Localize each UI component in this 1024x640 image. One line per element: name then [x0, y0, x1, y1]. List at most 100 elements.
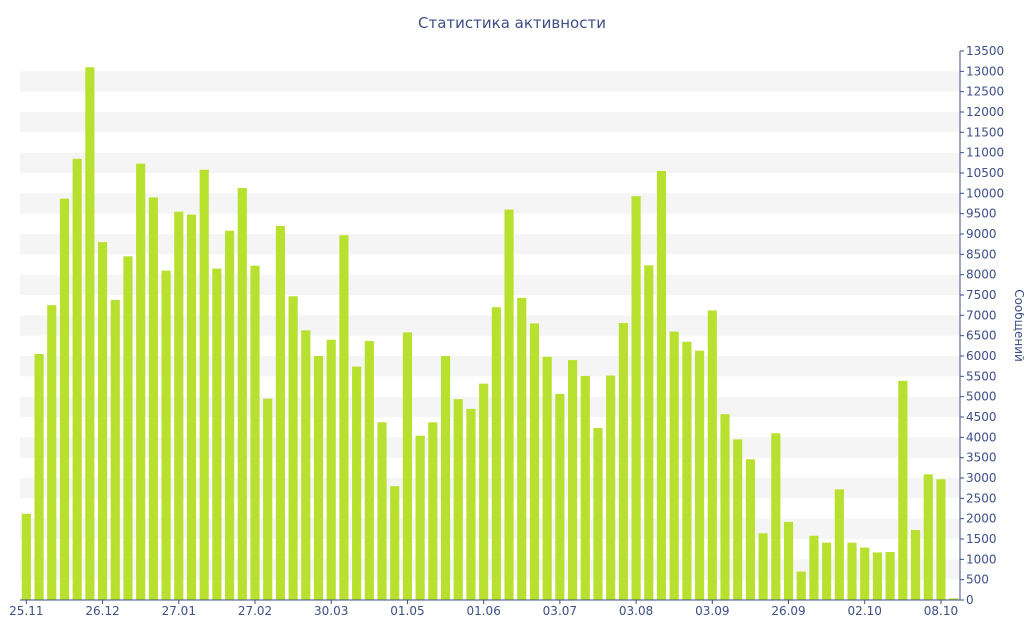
bar [453, 399, 463, 600]
bar [745, 459, 755, 600]
y-tick-label: 1000 [966, 552, 997, 566]
bar [822, 542, 832, 600]
bar [542, 356, 552, 600]
bar [847, 542, 857, 600]
bar [631, 196, 641, 600]
bar [885, 552, 895, 600]
bar [872, 552, 883, 600]
bar [593, 427, 603, 600]
y-tick-label: 2000 [966, 512, 997, 526]
bar [580, 375, 590, 600]
bar [682, 341, 692, 600]
y-tick-label: 8000 [966, 268, 997, 282]
bar [21, 513, 31, 600]
bar [555, 393, 565, 600]
bar [428, 422, 438, 600]
bar [263, 398, 273, 600]
y-tick-label: 12500 [966, 85, 1004, 99]
y-tick-label: 12000 [966, 105, 1004, 119]
bar [174, 211, 184, 600]
bar [34, 353, 44, 600]
bar [364, 340, 374, 600]
y-tick-label: 3500 [966, 451, 997, 465]
y-tick-label: 6000 [966, 349, 997, 363]
bar [758, 533, 768, 600]
bar [949, 598, 959, 600]
bar [199, 169, 209, 600]
bar [186, 214, 197, 601]
grid-band [20, 356, 960, 377]
bar [466, 408, 476, 600]
grid-band [20, 315, 960, 336]
x-tick-label: 01.05 [390, 604, 424, 618]
y-tick-label: 4000 [966, 430, 997, 444]
grid-band [20, 478, 960, 499]
bar [136, 163, 146, 600]
bar [504, 209, 514, 600]
y-tick-label: 13500 [966, 44, 1004, 58]
x-tick-label: 25.11 [9, 604, 43, 618]
bar [352, 366, 362, 600]
bar [720, 414, 730, 600]
x-tick-label: 27.01 [162, 604, 196, 618]
bar [936, 479, 946, 600]
bar [326, 339, 336, 600]
bar [771, 433, 781, 600]
bar [148, 197, 158, 600]
grid-band [20, 112, 960, 133]
y-tick-label: 5500 [966, 369, 997, 383]
grid-band [20, 152, 960, 173]
y-tick-label: 13000 [966, 64, 1004, 78]
bar [910, 530, 921, 600]
bar [161, 270, 171, 600]
bar [339, 235, 349, 600]
grid-band [20, 274, 960, 295]
bar [110, 299, 120, 600]
y-tick-label: 7500 [966, 288, 997, 302]
y-tick-label: 1500 [966, 532, 997, 546]
bar [237, 188, 247, 601]
y-tick-label: 0 [966, 593, 974, 607]
bar [212, 268, 222, 600]
y-tick-label: 7000 [966, 308, 997, 322]
bar [644, 265, 654, 600]
bar [415, 435, 425, 600]
y-tick-label: 5000 [966, 390, 997, 404]
bar [669, 331, 679, 600]
bar [898, 380, 908, 600]
bar [606, 375, 616, 600]
bar [440, 356, 451, 600]
bar [59, 198, 70, 600]
y-tick-label: 10000 [966, 186, 1004, 200]
bar [783, 521, 794, 600]
y-tick-label: 9000 [966, 227, 997, 241]
bar [809, 535, 819, 600]
bar [275, 225, 285, 600]
bar [923, 474, 933, 600]
bar [695, 350, 705, 600]
grid-band [20, 71, 960, 92]
grid-band [20, 559, 960, 580]
x-tick-label: 08.10 [924, 604, 958, 618]
grid-band [20, 518, 960, 539]
x-tick-label: 26.09 [771, 604, 805, 618]
bar [796, 571, 806, 600]
grid-band [20, 234, 960, 255]
bar [72, 158, 82, 600]
x-tick-label: 27.02 [238, 604, 272, 618]
bar [288, 296, 298, 600]
bar [390, 486, 400, 600]
x-tick-label: 03.08 [619, 604, 653, 618]
bar [225, 230, 235, 600]
y-axis-title: Сообщений [1012, 289, 1024, 362]
grid-band [20, 193, 960, 214]
y-tick-label: 500 [966, 573, 989, 587]
chart-title: Статистика активности [418, 14, 606, 32]
x-tick-label: 26.12 [85, 604, 119, 618]
y-tick-label: 4500 [966, 410, 997, 424]
grid-band [20, 396, 960, 417]
bar [402, 332, 413, 600]
y-tick-label: 11500 [966, 125, 1004, 139]
bar [85, 67, 95, 600]
